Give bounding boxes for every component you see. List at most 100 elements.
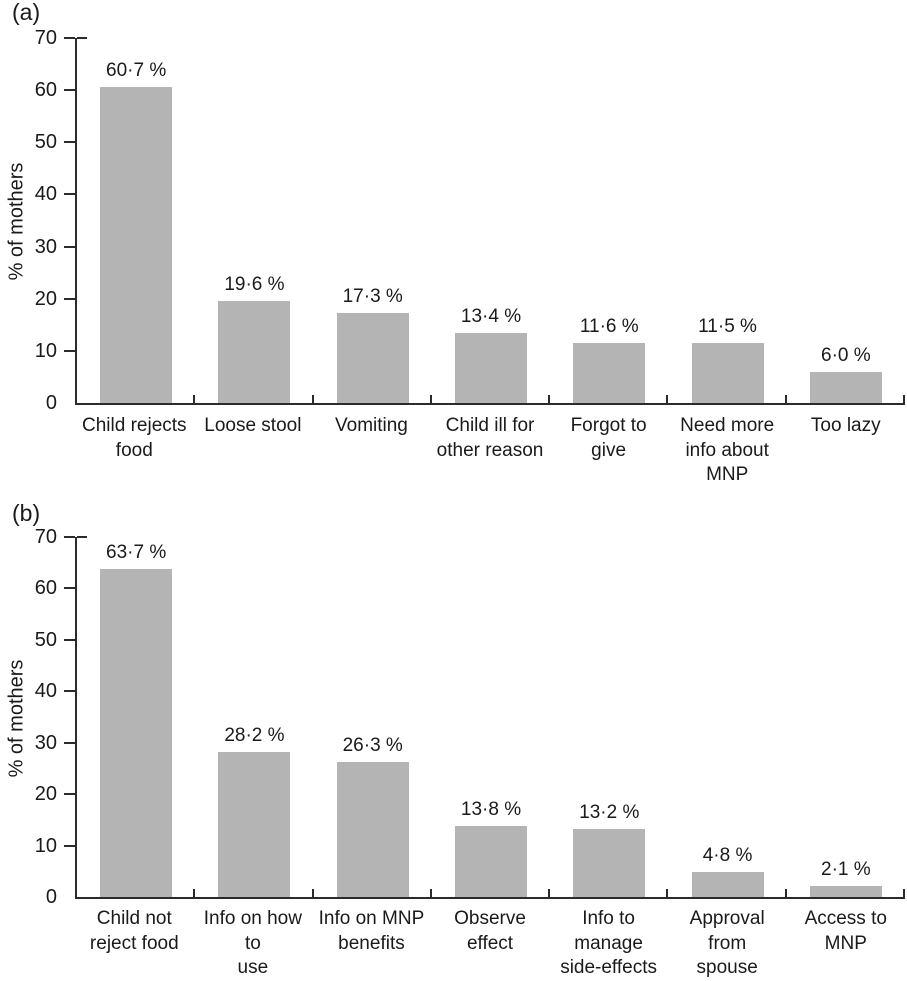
bar: 17·3 %	[336, 286, 409, 403]
bar: 13·4 %	[454, 306, 527, 403]
category-label-line: MNP	[706, 464, 749, 486]
category-label-line: Access to	[804, 908, 887, 929]
bar-slot: 28·2 %	[195, 537, 313, 897]
bar-value-label: 13·8 %	[460, 799, 522, 821]
bar: 6·0 %	[809, 345, 882, 403]
category-label-line: benefits	[338, 932, 405, 954]
category-label: Need more info about MNP	[668, 414, 787, 488]
bar-slot: 11·5 %	[668, 38, 786, 403]
category-label-line: Info on how to	[203, 908, 302, 954]
y-axis-tick	[64, 844, 75, 847]
bar-slot: 13·4 %	[432, 38, 550, 403]
bar-slot: 63·7 %	[77, 537, 195, 897]
y-axis-tick-label: 40	[34, 183, 57, 206]
category-label: Info on how to use	[194, 907, 313, 981]
bar: 11·5 %	[691, 316, 764, 403]
category-label-line: Info to manage	[574, 908, 643, 954]
category-label: Info to manage side-effects	[549, 907, 668, 981]
y-axis-tick-label: 50	[34, 628, 57, 651]
category-label: Info on MNP benefits	[312, 907, 431, 981]
bar-value-label: 19·6 %	[224, 273, 285, 295]
category-label: Access to MNP	[786, 907, 905, 981]
y-axis-tick	[64, 297, 75, 300]
bar-slot: 19·6 %	[195, 38, 313, 403]
y-axis-tick	[64, 690, 75, 693]
bar-slot: 11·6 %	[550, 38, 668, 403]
y-axis-tick-label: 30	[34, 235, 57, 258]
category-label-line: Child not	[96, 908, 172, 929]
bar: 13·2 %	[573, 802, 646, 897]
x-axis-tick	[429, 395, 432, 403]
bar-value-label: 60·7 %	[106, 59, 167, 81]
x-axis-tick	[903, 395, 905, 403]
x-axis-tick	[666, 395, 669, 403]
category-label-line: Vomiting	[335, 415, 408, 436]
category-label-line: Need more	[680, 415, 775, 436]
panel-b-label: (b)	[12, 500, 41, 526]
x-axis-tick	[548, 889, 551, 897]
category-label: Forgot to give	[549, 414, 668, 488]
y-axis-tick-label: 60	[34, 577, 57, 600]
category-label: Loose stool	[194, 414, 313, 488]
category-label-line: side-effects	[560, 957, 657, 979]
category-label-line: Too lazy	[810, 415, 881, 436]
category-label-line: MNP	[824, 932, 867, 954]
bar: 60·7 %	[100, 60, 173, 403]
bar: 2·1 %	[809, 859, 882, 897]
bar: 26·3 %	[336, 735, 409, 897]
bar-value-label: 6·0 %	[821, 344, 871, 366]
plot-area: 0 10 20 30 40 50 60 70 60·7 % 19·6 % 17·3 % 13·4 % 1…	[35, 28, 905, 413]
bar-value-label: 26·3 %	[342, 734, 403, 756]
bar-value-label: 63·7 %	[106, 542, 167, 564]
category-label-line: Observe effect	[454, 908, 526, 954]
bar: 11·6 %	[573, 316, 646, 403]
panel-a-label: (a)	[12, 0, 41, 25]
y-axis-tick-label: 20	[34, 783, 57, 806]
bar-value-label: 13·4 %	[460, 306, 522, 328]
y-axis-tick	[64, 141, 75, 144]
y-axis-tick	[64, 741, 75, 744]
category-axis-labels: Child rejects food Loose stool Vomiting Chil…	[75, 414, 905, 488]
category-label: Child ill for other reason	[431, 414, 550, 488]
bar-value-label: 17·3 %	[342, 285, 403, 307]
x-axis-tick	[311, 395, 314, 403]
y-axis-title: % of mothers	[5, 659, 28, 777]
y-axis-tick-label: 10	[34, 339, 57, 362]
y-axis-tick	[64, 37, 75, 39]
category-label: Child rejects food	[75, 414, 194, 488]
y-axis-tick-label: 60	[34, 79, 57, 102]
y-axis-tick-label: 20	[34, 287, 57, 310]
x-axis-tick	[903, 889, 905, 897]
y-axis-tick-label: 50	[34, 131, 57, 154]
category-label: Observe effect	[431, 907, 550, 981]
y-axis-tick-label: 70	[34, 526, 57, 548]
category-label-line: Approval from	[689, 908, 765, 954]
y-axis-tick	[64, 793, 75, 796]
bar-slot: 6·0 %	[787, 38, 905, 403]
bar-value-label: 4·8 %	[702, 845, 753, 867]
bar: 19·6 %	[218, 274, 291, 403]
y-axis-tick	[64, 89, 75, 92]
y-axis-tick	[64, 587, 75, 590]
y-axis-tick-label: 40	[34, 680, 57, 703]
bar: 63·7 %	[100, 542, 173, 897]
bar-slot: 60·7 %	[77, 38, 195, 403]
category-label-line: info about	[685, 439, 769, 461]
category-label: Child not reject food	[75, 907, 194, 981]
y-axis-tick-label: 0	[45, 392, 57, 414]
bar-value-label: 2·1 %	[821, 859, 871, 881]
bar: 28·2 %	[218, 725, 291, 897]
x-axis-tick	[784, 395, 787, 403]
x-axis-tick	[193, 889, 196, 897]
category-label-line: Loose stool	[204, 415, 302, 436]
x-axis-tick	[311, 889, 314, 897]
category-label-line: Forgot to give	[570, 415, 647, 461]
category-label: Approval from spouse	[668, 907, 787, 981]
category-label: Vomiting	[312, 414, 431, 488]
bar-slot: 13·8 %	[432, 537, 550, 897]
panel-b: (b) % of mothers 0 10 20 30 40 50 60 70 63·7 % 28…	[0, 497, 907, 978]
bar-value-label: 11·6 %	[579, 315, 639, 337]
x-axis-tick	[429, 889, 432, 897]
y-axis-tick	[64, 193, 75, 196]
category-label: Too lazy	[786, 414, 905, 488]
